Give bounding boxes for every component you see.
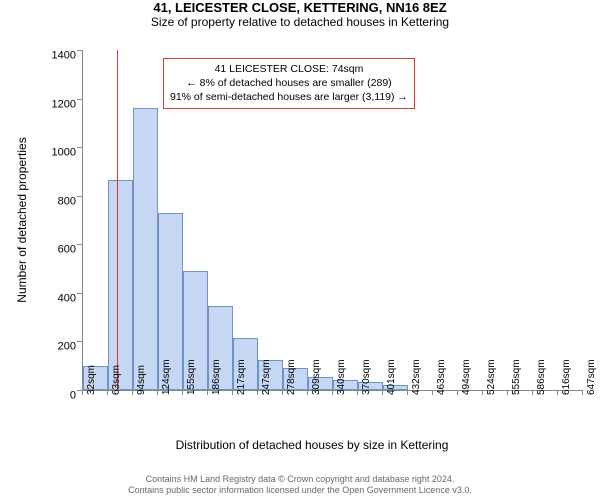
x-tick-label: 494sqm <box>461 359 472 395</box>
y-tick-label: 400 <box>36 292 76 305</box>
x-tick-label: 524sqm <box>486 359 497 395</box>
y-tick-mark <box>77 99 82 100</box>
y-axis-label: Number of detached properties <box>15 137 29 302</box>
y-tick-mark <box>77 341 82 342</box>
x-tick-label: 401sqm <box>386 359 397 395</box>
x-tick-label: 647sqm <box>586 359 597 395</box>
footer-line-1: Contains HM Land Registry data © Crown c… <box>0 474 600 485</box>
x-tick-label: 32sqm <box>86 365 97 395</box>
x-tick-mark <box>132 390 133 395</box>
x-tick-mark <box>557 390 558 395</box>
x-tick-mark <box>507 390 508 395</box>
annotation-line: 91% of semi-detached houses are larger (… <box>170 90 408 104</box>
histogram-bar <box>133 108 158 390</box>
page-title: 41, LEICESTER CLOSE, KETTERING, NN16 8EZ <box>0 0 600 15</box>
y-tick-label: 800 <box>36 195 76 208</box>
x-tick-mark <box>482 390 483 395</box>
x-axis-label: Distribution of detached houses by size … <box>42 438 582 452</box>
x-tick-mark <box>532 390 533 395</box>
y-tick-label: 1400 <box>36 50 76 63</box>
y-tick-mark <box>77 244 82 245</box>
y-tick-mark <box>77 196 82 197</box>
x-tick-label: 247sqm <box>261 359 272 395</box>
x-tick-mark <box>182 390 183 395</box>
y-tick-mark <box>77 293 82 294</box>
y-tick-label: 600 <box>36 244 76 257</box>
histogram-bar <box>108 180 133 390</box>
x-tick-label: 463sqm <box>436 359 447 395</box>
x-tick-mark <box>357 390 358 395</box>
x-tick-label: 124sqm <box>161 359 172 395</box>
y-tick-label: 1200 <box>36 98 76 111</box>
x-tick-label: 217sqm <box>236 359 247 395</box>
x-tick-label: 63sqm <box>111 365 122 395</box>
x-tick-mark <box>207 390 208 395</box>
x-tick-mark <box>382 390 383 395</box>
x-tick-mark <box>107 390 108 395</box>
x-tick-mark <box>157 390 158 395</box>
x-tick-label: 555sqm <box>511 359 522 395</box>
x-tick-mark <box>432 390 433 395</box>
x-tick-mark <box>232 390 233 395</box>
annotation-line: ← 8% of detached houses are smaller (289… <box>170 76 408 90</box>
y-tick-mark <box>77 147 82 148</box>
x-tick-label: 432sqm <box>411 359 422 395</box>
x-tick-mark <box>282 390 283 395</box>
page-subtitle: Size of property relative to detached ho… <box>0 15 600 29</box>
plot-area: 41 LEICESTER CLOSE: 74sqm← 8% of detache… <box>82 50 583 391</box>
y-tick-mark <box>77 50 82 51</box>
footer-attribution: Contains HM Land Registry data © Crown c… <box>0 474 600 497</box>
x-tick-mark <box>257 390 258 395</box>
y-tick-label: 0 <box>36 390 76 403</box>
x-tick-mark <box>407 390 408 395</box>
chart-container: Number of detached properties 41 LEICEST… <box>42 50 582 440</box>
marker-annotation: 41 LEICESTER CLOSE: 74sqm← 8% of detache… <box>163 58 415 109</box>
x-tick-label: 94sqm <box>136 365 147 395</box>
property-marker-line <box>117 50 118 390</box>
x-tick-label: 278sqm <box>286 359 297 395</box>
x-tick-label: 155sqm <box>186 359 197 395</box>
x-tick-mark <box>332 390 333 395</box>
x-tick-mark <box>582 390 583 395</box>
x-tick-mark <box>457 390 458 395</box>
footer-line-2: Contains public sector information licen… <box>0 485 600 496</box>
x-tick-label: 309sqm <box>311 359 322 395</box>
x-tick-mark <box>307 390 308 395</box>
x-tick-label: 616sqm <box>561 359 572 395</box>
x-tick-label: 370sqm <box>361 359 372 395</box>
x-tick-mark <box>82 390 83 395</box>
x-tick-label: 340sqm <box>336 359 347 395</box>
x-tick-label: 586sqm <box>536 359 547 395</box>
y-tick-label: 200 <box>36 341 76 354</box>
x-tick-label: 186sqm <box>211 359 222 395</box>
annotation-line: 41 LEICESTER CLOSE: 74sqm <box>170 62 408 76</box>
y-tick-label: 1000 <box>36 147 76 160</box>
